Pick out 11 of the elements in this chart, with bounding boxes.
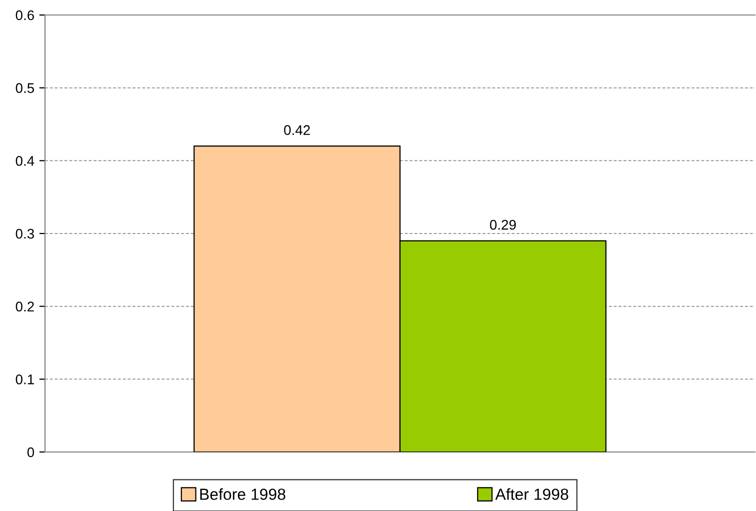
y-tick-label: 0	[27, 447, 34, 458]
y-tick-label: 0.2	[16, 302, 34, 312]
y-tick-label: 0.3	[16, 228, 34, 239]
data-label: 0.29	[490, 220, 516, 230]
y-tick-label: 0.5	[16, 83, 34, 94]
legend-label: Before 1998	[200, 488, 286, 500]
y-tick-label: 0.6	[16, 10, 34, 20]
data-label: 0.42	[284, 125, 310, 136]
legend-label: After 1998	[495, 488, 568, 500]
y-tick-label: 0.1	[16, 374, 34, 384]
y-tick-label: 0.4	[16, 156, 34, 166]
